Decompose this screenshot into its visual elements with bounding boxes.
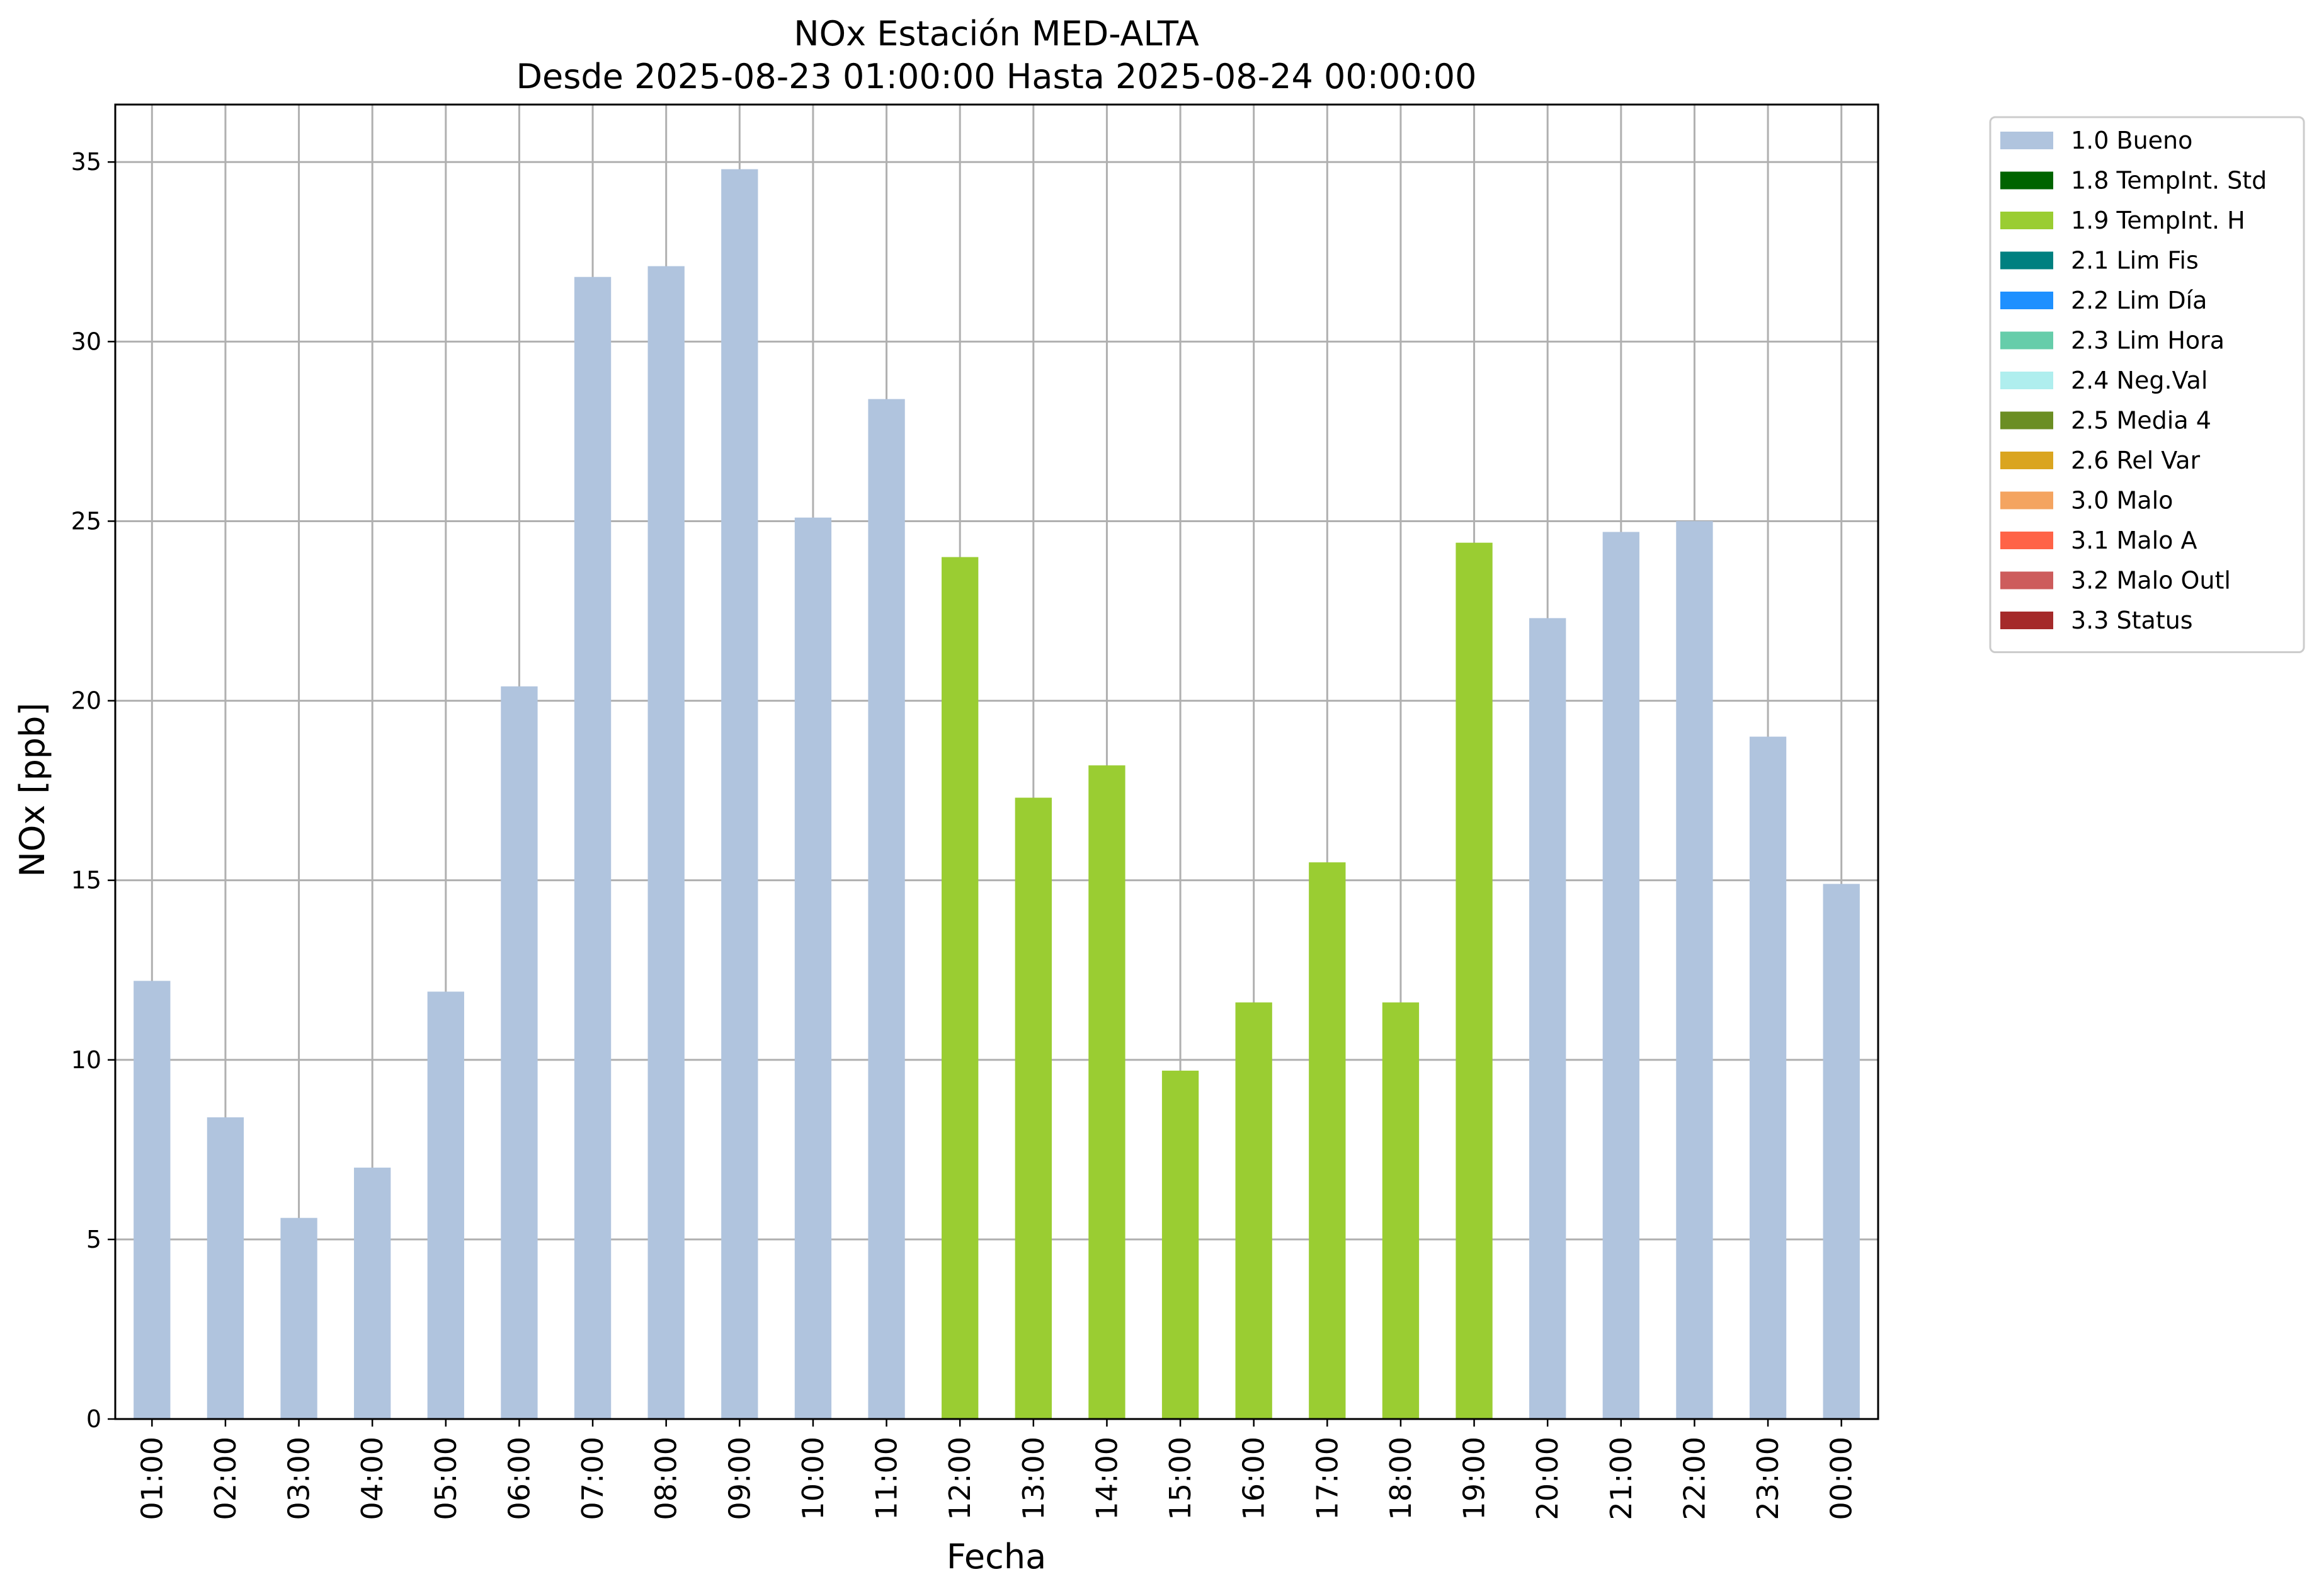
legend-swatch bbox=[2000, 411, 2053, 430]
x-tick-label: 14:00 bbox=[1090, 1437, 1124, 1520]
bar-2000 bbox=[1529, 618, 1566, 1419]
x-tick-label: 07:00 bbox=[576, 1437, 610, 1520]
legend-swatch bbox=[2000, 292, 2053, 309]
legend-label: 3.3 Status bbox=[2071, 607, 2193, 634]
x-tick-label: 16:00 bbox=[1237, 1437, 1271, 1520]
chart-title: NOx Estación MED-ALTA bbox=[794, 14, 1199, 54]
legend-swatch bbox=[2000, 452, 2053, 469]
x-tick-label: 20:00 bbox=[1530, 1437, 1564, 1520]
chart-subtitle: Desde 2025-08-23 01:00:00 Hasta 2025-08-… bbox=[516, 57, 1476, 96]
x-tick-label: 05:00 bbox=[429, 1437, 463, 1520]
x-tick-label: 13:00 bbox=[1017, 1437, 1051, 1520]
x-tick-label: 08:00 bbox=[649, 1437, 683, 1520]
bar-1900 bbox=[1456, 542, 1493, 1419]
bar-0700 bbox=[574, 276, 612, 1419]
legend-box bbox=[1989, 116, 2305, 653]
y-axis-label: NOx [ppb] bbox=[13, 703, 52, 877]
legend-label: 3.1 Malo A bbox=[2071, 527, 2197, 554]
bar-1000 bbox=[794, 517, 832, 1419]
x-tick-label: 21:00 bbox=[1604, 1437, 1638, 1520]
legend-label: 1.8 TempInt. Std bbox=[2071, 167, 2267, 195]
x-tick-label: 03:00 bbox=[282, 1437, 316, 1520]
legend-label: 1.9 TempInt. H bbox=[2071, 207, 2245, 234]
x-tick-label: 04:00 bbox=[355, 1437, 389, 1520]
x-tick-label: 02:00 bbox=[208, 1437, 242, 1520]
legend-swatch bbox=[2000, 571, 2053, 590]
bar-0900 bbox=[721, 169, 758, 1419]
legend-swatch bbox=[2000, 491, 2053, 510]
x-tick-label: 15:00 bbox=[1163, 1437, 1197, 1520]
x-tick-label: 10:00 bbox=[796, 1437, 830, 1520]
bar-1100 bbox=[868, 399, 905, 1419]
bar-0000 bbox=[1823, 884, 1860, 1419]
legend-label: 2.4 Neg.Val bbox=[2071, 367, 2208, 394]
y-tick-label: 30 bbox=[71, 328, 101, 355]
x-tick-label: 19:00 bbox=[1457, 1437, 1491, 1520]
x-tick-label: 00:00 bbox=[1825, 1437, 1859, 1520]
y-tick-label: 10 bbox=[71, 1046, 101, 1074]
legend-swatch bbox=[2000, 132, 2053, 149]
legend-swatch bbox=[2000, 212, 2053, 229]
legend-label: 3.0 Malo bbox=[2071, 487, 2173, 515]
y-tick-label: 15 bbox=[71, 867, 101, 894]
legend-label: 3.2 Malo Outl bbox=[2071, 567, 2231, 595]
bar-0300 bbox=[280, 1217, 317, 1419]
legend-swatch bbox=[2000, 612, 2053, 629]
bar-0100 bbox=[134, 981, 171, 1419]
bar-0500 bbox=[427, 991, 464, 1419]
legend-swatch bbox=[2000, 251, 2053, 270]
legend-label: 1.0 Bueno bbox=[2071, 127, 2192, 154]
bars bbox=[134, 169, 1860, 1420]
bar-0800 bbox=[647, 266, 685, 1419]
legend-swatch bbox=[2000, 532, 2053, 549]
bar-0200 bbox=[207, 1117, 244, 1419]
y-tick-label: 25 bbox=[71, 507, 101, 535]
x-tick-label: 17:00 bbox=[1310, 1437, 1344, 1520]
legend-label: 2.6 Rel Var bbox=[2071, 447, 2201, 474]
y-tick-label: 0 bbox=[86, 1405, 101, 1433]
bar-2100 bbox=[1602, 532, 1639, 1420]
x-tick-label: 01:00 bbox=[135, 1437, 169, 1520]
x-tick-label: 11:00 bbox=[870, 1437, 904, 1520]
bar-1600 bbox=[1235, 1002, 1272, 1419]
x-tick-label: 22:00 bbox=[1677, 1437, 1711, 1520]
bar-1800 bbox=[1382, 1002, 1420, 1419]
y-tick-label: 20 bbox=[71, 687, 101, 715]
y-tick-label: 35 bbox=[71, 148, 101, 176]
bar-1200 bbox=[942, 557, 979, 1420]
bar-1400 bbox=[1088, 765, 1125, 1419]
bar-1300 bbox=[1015, 797, 1052, 1419]
axes: 0 5 10 15 20 25 30 35 01:00 02:00 03:00 04:00 05:00 0… bbox=[71, 103, 1879, 1520]
x-tick-label: 23:00 bbox=[1751, 1437, 1785, 1520]
legend-label: 2.2 Lim Día bbox=[2071, 287, 2207, 314]
legend-swatch bbox=[2000, 331, 2053, 350]
legend-swatch bbox=[2000, 171, 2053, 190]
x-tick-label: 12:00 bbox=[943, 1437, 977, 1520]
legend: 1.0 Bueno 1.8 TempInt. Std 1.9 TempInt. H 2… bbox=[1989, 116, 2305, 653]
legend-label: 2.1 Lim Fis bbox=[2071, 247, 2199, 275]
bar-2300 bbox=[1749, 736, 1787, 1419]
x-tick-label: 18:00 bbox=[1384, 1437, 1418, 1520]
x-tick-label: 06:00 bbox=[502, 1437, 536, 1520]
legend-swatch bbox=[2000, 372, 2053, 389]
bar-0400 bbox=[354, 1167, 391, 1419]
bar-1500 bbox=[1161, 1070, 1199, 1419]
bar-1700 bbox=[1309, 862, 1346, 1419]
bar-2200 bbox=[1676, 521, 1713, 1419]
plot-frame bbox=[114, 103, 1879, 1420]
legend-label: 2.5 Media 4 bbox=[2071, 407, 2211, 435]
bar-0600 bbox=[501, 686, 538, 1419]
y-tick-label: 5 bbox=[86, 1226, 101, 1253]
x-axis-label: Fecha bbox=[947, 1537, 1046, 1576]
x-tick-label: 09:00 bbox=[722, 1437, 756, 1520]
legend-label: 2.3 Lim Hora bbox=[2071, 327, 2225, 355]
